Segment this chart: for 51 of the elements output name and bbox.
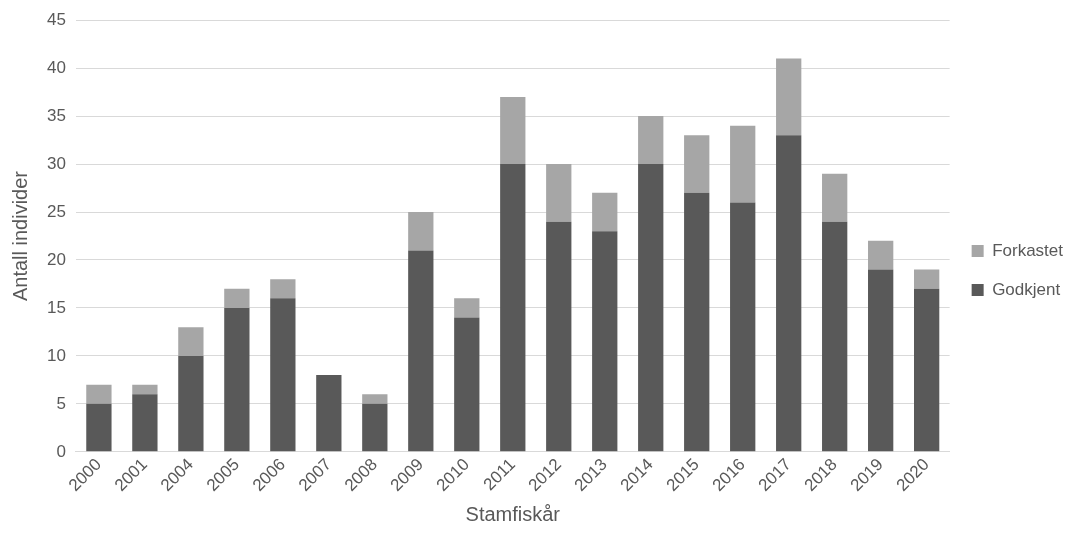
y-tick-label: 10 — [46, 345, 66, 365]
bar — [500, 164, 526, 452]
bar — [592, 231, 618, 452]
y-tick-label: 15 — [46, 297, 66, 317]
bar — [408, 250, 434, 452]
bar — [454, 298, 480, 318]
bar — [224, 307, 250, 452]
y-axis-title: Antall individer — [8, 170, 31, 302]
bar — [362, 394, 388, 404]
bar — [914, 269, 940, 289]
bar — [316, 375, 342, 452]
y-tick-label: 5 — [56, 393, 66, 413]
bar — [362, 403, 388, 452]
bar — [684, 135, 710, 193]
bar — [224, 288, 250, 308]
bar — [500, 96, 526, 165]
y-tick-label: 45 — [46, 9, 66, 29]
bar — [914, 288, 940, 452]
bar — [776, 135, 802, 452]
bar — [684, 192, 710, 452]
y-tick-label: 25 — [46, 201, 66, 221]
bar — [270, 298, 296, 452]
bar — [408, 212, 434, 251]
bar — [546, 164, 572, 222]
bar — [132, 384, 158, 395]
bar — [822, 221, 848, 452]
bar — [178, 327, 204, 356]
y-tick-label: 0 — [56, 441, 66, 461]
bar — [86, 384, 112, 404]
legend-label: Godkjent — [992, 279, 1061, 299]
bar — [592, 192, 618, 232]
y-tick-label: 20 — [46, 249, 66, 269]
bar — [132, 394, 158, 452]
bar — [178, 355, 204, 452]
legend-label: Forkastet — [992, 240, 1064, 260]
y-tick-label: 40 — [46, 57, 66, 77]
bar — [270, 279, 296, 299]
bar — [776, 58, 802, 136]
x-axis-title: Stamfiskår — [465, 502, 561, 525]
bar — [638, 164, 664, 452]
bar — [454, 317, 480, 452]
bar — [868, 269, 894, 452]
bar — [546, 221, 572, 452]
bar — [730, 202, 756, 452]
y-tick-label: 30 — [46, 153, 66, 173]
bar — [822, 173, 848, 222]
bar — [638, 116, 664, 165]
bar — [86, 403, 112, 452]
y-tick-label: 35 — [46, 105, 66, 125]
bar — [868, 240, 894, 270]
bar — [730, 125, 756, 203]
